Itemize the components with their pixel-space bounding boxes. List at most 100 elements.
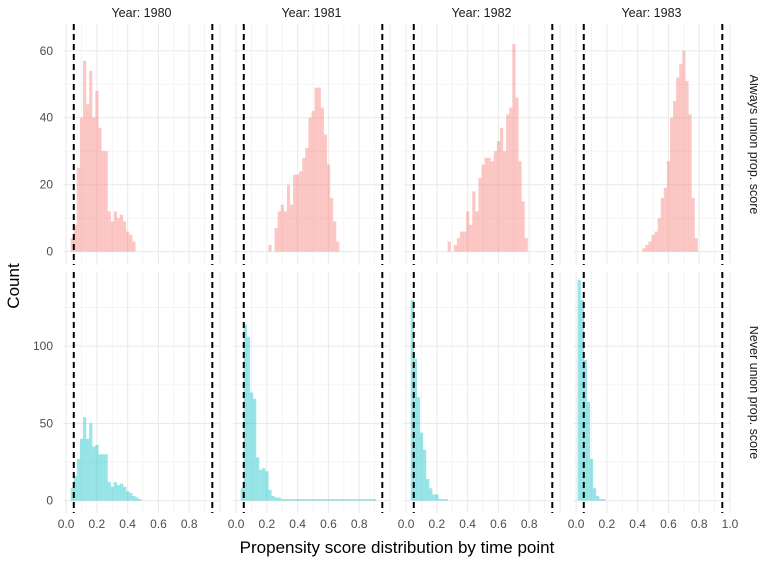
histogram-bar xyxy=(274,497,278,501)
histogram-bar xyxy=(302,157,306,252)
histogram-bar xyxy=(243,324,248,501)
histogram-bar xyxy=(688,114,692,252)
histogram-bar xyxy=(329,499,334,501)
x-tick-label: 0.6 xyxy=(660,517,677,531)
histogram-bar xyxy=(296,174,300,252)
histogram-bar xyxy=(283,499,288,501)
histogram-bar xyxy=(493,151,498,252)
x-tick-label: 0.0 xyxy=(58,517,75,531)
histogram-bar xyxy=(317,499,321,501)
x-tick-label: 0.0 xyxy=(568,517,585,531)
histogram-bar xyxy=(682,50,686,252)
histogram-bar xyxy=(73,475,78,501)
histogram-bar xyxy=(360,499,364,501)
histogram-bar xyxy=(92,117,96,252)
histogram-bar xyxy=(336,499,340,501)
histogram-bar xyxy=(293,499,297,501)
histogram-bar xyxy=(484,157,488,252)
histogram-bar xyxy=(119,214,124,252)
histogram-bar xyxy=(463,231,467,252)
x-tick-label: 0.2 xyxy=(259,517,276,531)
histogram-bar xyxy=(524,238,528,252)
histogram-bar xyxy=(280,499,284,501)
histogram-bar xyxy=(432,494,436,501)
x-tick-label: 0.0 xyxy=(398,517,415,531)
histogram-bar xyxy=(435,494,439,501)
histogram-bar xyxy=(101,454,105,501)
histogram-bar xyxy=(453,244,458,252)
histogram-bar xyxy=(110,486,114,501)
histogram-bar xyxy=(113,211,118,252)
histogram-bar xyxy=(339,499,343,501)
histogram-bar xyxy=(268,489,272,501)
histogram-bar xyxy=(602,499,606,501)
histogram-bar xyxy=(413,358,418,501)
histogram-bar xyxy=(503,151,507,252)
histogram-bar xyxy=(101,151,105,252)
histogram-bar xyxy=(305,147,309,252)
histogram-bar xyxy=(354,499,358,501)
histogram-bar xyxy=(86,438,90,501)
histogram-bar xyxy=(110,221,114,252)
x-tick-label: 0.6 xyxy=(150,517,167,531)
histogram-bar xyxy=(286,184,291,252)
histogram-bar xyxy=(691,198,695,252)
histogram-bar xyxy=(438,499,442,501)
histogram-bar xyxy=(323,499,328,501)
histogram-bar xyxy=(466,211,470,252)
histogram-bar xyxy=(280,204,284,252)
x-tick-label: 0.8 xyxy=(691,517,708,531)
histogram-bar xyxy=(487,157,491,252)
histogram-bar xyxy=(123,486,127,501)
row-strip-label: Never union prop. score xyxy=(747,326,758,459)
histogram-bar xyxy=(86,104,90,252)
histogram-bar xyxy=(326,499,331,501)
histogram-bar xyxy=(329,198,334,252)
histogram-bar xyxy=(593,488,597,501)
panel xyxy=(403,24,561,265)
histogram-bar xyxy=(129,234,133,252)
histogram-bar xyxy=(580,299,584,501)
histogram-bar xyxy=(410,299,414,501)
histogram-bar xyxy=(469,224,473,252)
histogram-bar xyxy=(363,499,368,501)
histogram-bar xyxy=(311,499,315,501)
histogram-bar xyxy=(104,151,108,252)
x-tick-label: 0.8 xyxy=(181,517,198,531)
histogram-bar xyxy=(76,458,81,501)
panel xyxy=(403,272,561,513)
histogram-bar xyxy=(311,111,315,252)
histogram-bar xyxy=(685,80,689,252)
histogram-bar xyxy=(289,204,294,252)
y-tick-label: 100 xyxy=(33,339,53,353)
x-tick-label: 0.6 xyxy=(320,517,337,531)
x-tick-label: 0.4 xyxy=(629,517,646,531)
histogram-bar xyxy=(645,244,649,252)
x-tick-label: 0.4 xyxy=(289,517,306,531)
histogram-bar xyxy=(366,499,371,501)
histogram-bar xyxy=(89,423,93,501)
histogram-bar xyxy=(586,401,591,501)
panel xyxy=(233,272,391,513)
histogram-bar xyxy=(512,44,516,252)
histogram-bar xyxy=(283,211,288,252)
histogram-bar xyxy=(654,231,658,252)
histogram-bar xyxy=(123,221,127,252)
histogram-bar xyxy=(253,398,257,501)
histogram-bar xyxy=(98,454,102,501)
histogram-bar xyxy=(673,100,677,252)
histogram-bar xyxy=(509,107,513,252)
histogram-bar xyxy=(596,496,600,501)
histogram-bar xyxy=(657,218,661,252)
histogram-bar xyxy=(357,499,361,501)
histogram-bar xyxy=(274,228,278,252)
histogram-bar xyxy=(459,231,464,252)
histogram-bar xyxy=(95,90,99,252)
histogram-bar xyxy=(441,499,445,501)
panel xyxy=(573,24,731,265)
histogram-bar xyxy=(271,496,275,501)
histogram-bar xyxy=(76,167,81,252)
histogram-bar xyxy=(107,211,111,252)
x-tick-label: 0.6 xyxy=(490,517,507,531)
